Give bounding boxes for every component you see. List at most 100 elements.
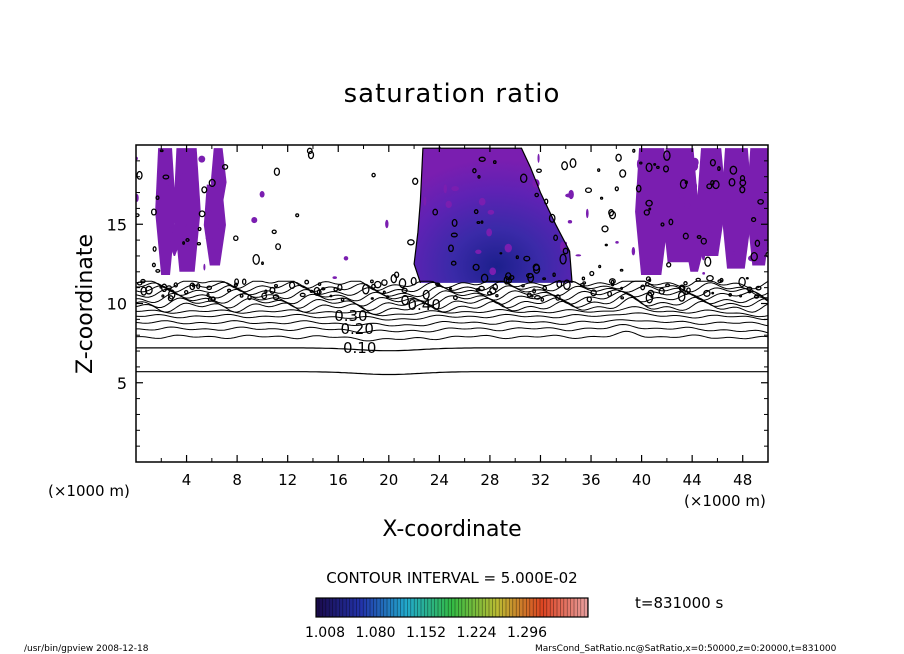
purple-speck <box>615 241 619 244</box>
purple-speck <box>762 247 768 252</box>
contour-blob <box>362 283 370 295</box>
contour-blob <box>295 213 300 218</box>
contour-blob <box>739 294 743 298</box>
contour-blob <box>542 277 547 281</box>
purple-speck <box>168 226 173 235</box>
contour-blob <box>754 239 761 247</box>
contour-line <box>136 371 768 376</box>
purple-speck <box>332 276 337 279</box>
purple-speck <box>209 209 212 220</box>
contour-blob <box>369 279 374 284</box>
color-bar-tick-label: 1.152 <box>406 625 446 641</box>
contour-blob <box>532 264 541 274</box>
purple-speck <box>678 192 685 199</box>
purple-speck <box>732 251 736 255</box>
contour-blob <box>643 209 650 216</box>
contour-blob <box>288 281 296 290</box>
contour-blob <box>401 294 409 306</box>
x-tick-label: 12 <box>278 471 297 489</box>
contour-speckles <box>136 147 768 306</box>
contour-blob <box>472 168 477 174</box>
contour-blob <box>161 294 165 298</box>
contour-blob <box>252 253 260 265</box>
purple-speck <box>183 223 187 227</box>
contour-blob <box>747 290 752 294</box>
contour-blob <box>608 209 615 217</box>
color-bar-tick-label: 1.008 <box>305 625 345 641</box>
contour-blob <box>589 270 595 277</box>
contour-blob <box>668 218 674 226</box>
contour-blob <box>620 286 624 291</box>
contour-blob <box>207 296 213 302</box>
contour-blob <box>201 186 208 194</box>
contour-blob <box>233 235 239 242</box>
contour-blob <box>197 226 202 232</box>
contour-blob <box>644 282 650 287</box>
contour-blob <box>556 280 563 288</box>
contour-blob <box>136 170 143 180</box>
contour-blob <box>489 286 497 295</box>
contour-blob <box>640 284 646 291</box>
contour-blob <box>480 220 484 224</box>
contour-blob <box>505 272 512 281</box>
purple-speck <box>343 256 349 261</box>
purple-speck <box>205 237 214 240</box>
contour-blob <box>686 287 691 294</box>
contour-blob <box>162 174 170 180</box>
purple-speck <box>568 189 574 200</box>
purple-speck <box>475 249 482 254</box>
x-tick-label: 28 <box>480 471 499 489</box>
contour-blob <box>700 237 707 245</box>
purple-speck <box>760 191 768 201</box>
contour-blob <box>382 290 386 295</box>
contour-blob <box>619 169 627 178</box>
contour-blob <box>495 294 499 298</box>
contour-blob <box>717 279 723 284</box>
contour-blob <box>450 232 458 238</box>
contour-blob <box>534 295 541 300</box>
contour-blob <box>304 279 310 285</box>
contour-blob <box>530 294 534 298</box>
purple-speck <box>575 254 582 257</box>
contour-blob <box>198 210 206 218</box>
contour-blob <box>239 293 244 298</box>
color-bar-tick-label: 1.296 <box>507 625 547 641</box>
contour-label: 0.20 <box>340 320 373 338</box>
contour-blob <box>480 273 489 283</box>
contour-blob <box>313 286 321 296</box>
contour-blob <box>477 175 481 179</box>
contour-blob <box>432 208 439 216</box>
contour-blob <box>503 275 510 285</box>
x-tick-label: 48 <box>733 471 752 489</box>
contour-blob <box>272 294 280 301</box>
contour-blob <box>619 268 624 272</box>
contour-blob <box>750 217 757 223</box>
contour-blob <box>663 150 671 161</box>
purple-speck <box>451 186 459 192</box>
contour-blob <box>738 276 746 288</box>
contour-blob <box>337 283 343 292</box>
y-axis-label: Z-coordinate <box>73 234 98 374</box>
purple-speck <box>560 241 565 252</box>
purple-speck <box>423 196 427 206</box>
contour-blob <box>598 264 602 269</box>
contour-blob <box>306 147 313 155</box>
contour-blob <box>710 180 715 186</box>
purple-speck <box>180 173 188 183</box>
contour-blob <box>448 287 453 290</box>
contour-line <box>136 347 768 352</box>
contour-blob <box>620 296 625 300</box>
contour-blob <box>422 289 430 300</box>
plot-area <box>136 145 768 462</box>
x-tick-label: 32 <box>531 471 550 489</box>
contour-line <box>136 280 768 292</box>
contour-line <box>136 280 768 297</box>
contour-blob <box>450 260 457 266</box>
contour-blob <box>645 199 653 207</box>
contour-blob <box>393 271 400 279</box>
contour-blob <box>647 289 655 297</box>
contour-blob <box>261 261 264 266</box>
contour-blob <box>275 243 282 251</box>
contour-blob <box>653 162 657 166</box>
contour-blob <box>273 167 281 176</box>
